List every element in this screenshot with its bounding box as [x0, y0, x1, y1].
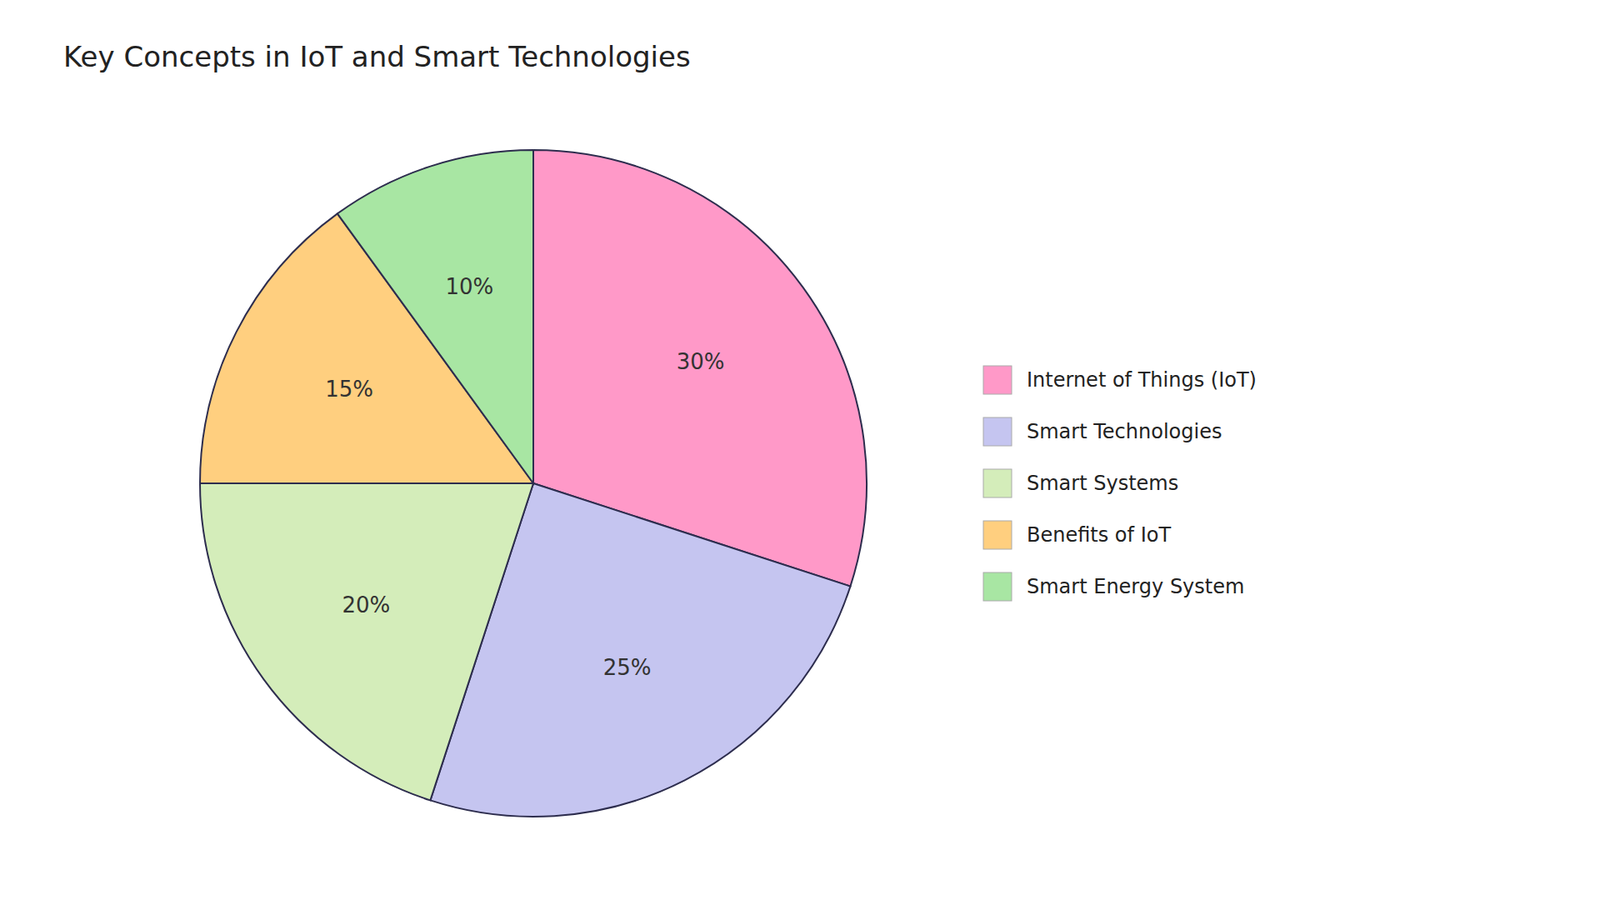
data-label: 20%: [341, 592, 390, 618]
data-label: 10%: [445, 274, 494, 300]
slices: [200, 150, 867, 817]
data-label: 25%: [603, 655, 652, 680]
legend-swatch: [983, 417, 1012, 446]
legend-label: Benefits of IoT: [1026, 523, 1171, 547]
legend-swatch: [983, 572, 1012, 601]
legend-swatch: [983, 520, 1012, 550]
legend-label: Smart Energy System: [1026, 575, 1245, 599]
legend-label: Smart Systems: [1026, 471, 1179, 495]
data-label: 30%: [676, 349, 725, 375]
data-label: 15%: [325, 376, 374, 402]
chart: Key Concepts in IoT and Smart Technologi…: [0, 0, 1600, 900]
title: Key Concepts in IoT and Smart Technologi…: [63, 40, 691, 74]
pie-slice: [200, 483, 534, 800]
legend: Internet of Things (IoT) Smart Technologi…: [983, 365, 1257, 601]
legend-label: Internet of Things (IoT): [1026, 368, 1257, 392]
legend-swatch: [983, 365, 1012, 395]
legend-swatch: [983, 469, 1012, 498]
legend-label: Smart Technologies: [1026, 420, 1222, 444]
background: [0, 0, 1600, 900]
pie-slice: [337, 150, 534, 484]
data-labels: 30% 25% 20% 15% 10%: [325, 274, 725, 680]
